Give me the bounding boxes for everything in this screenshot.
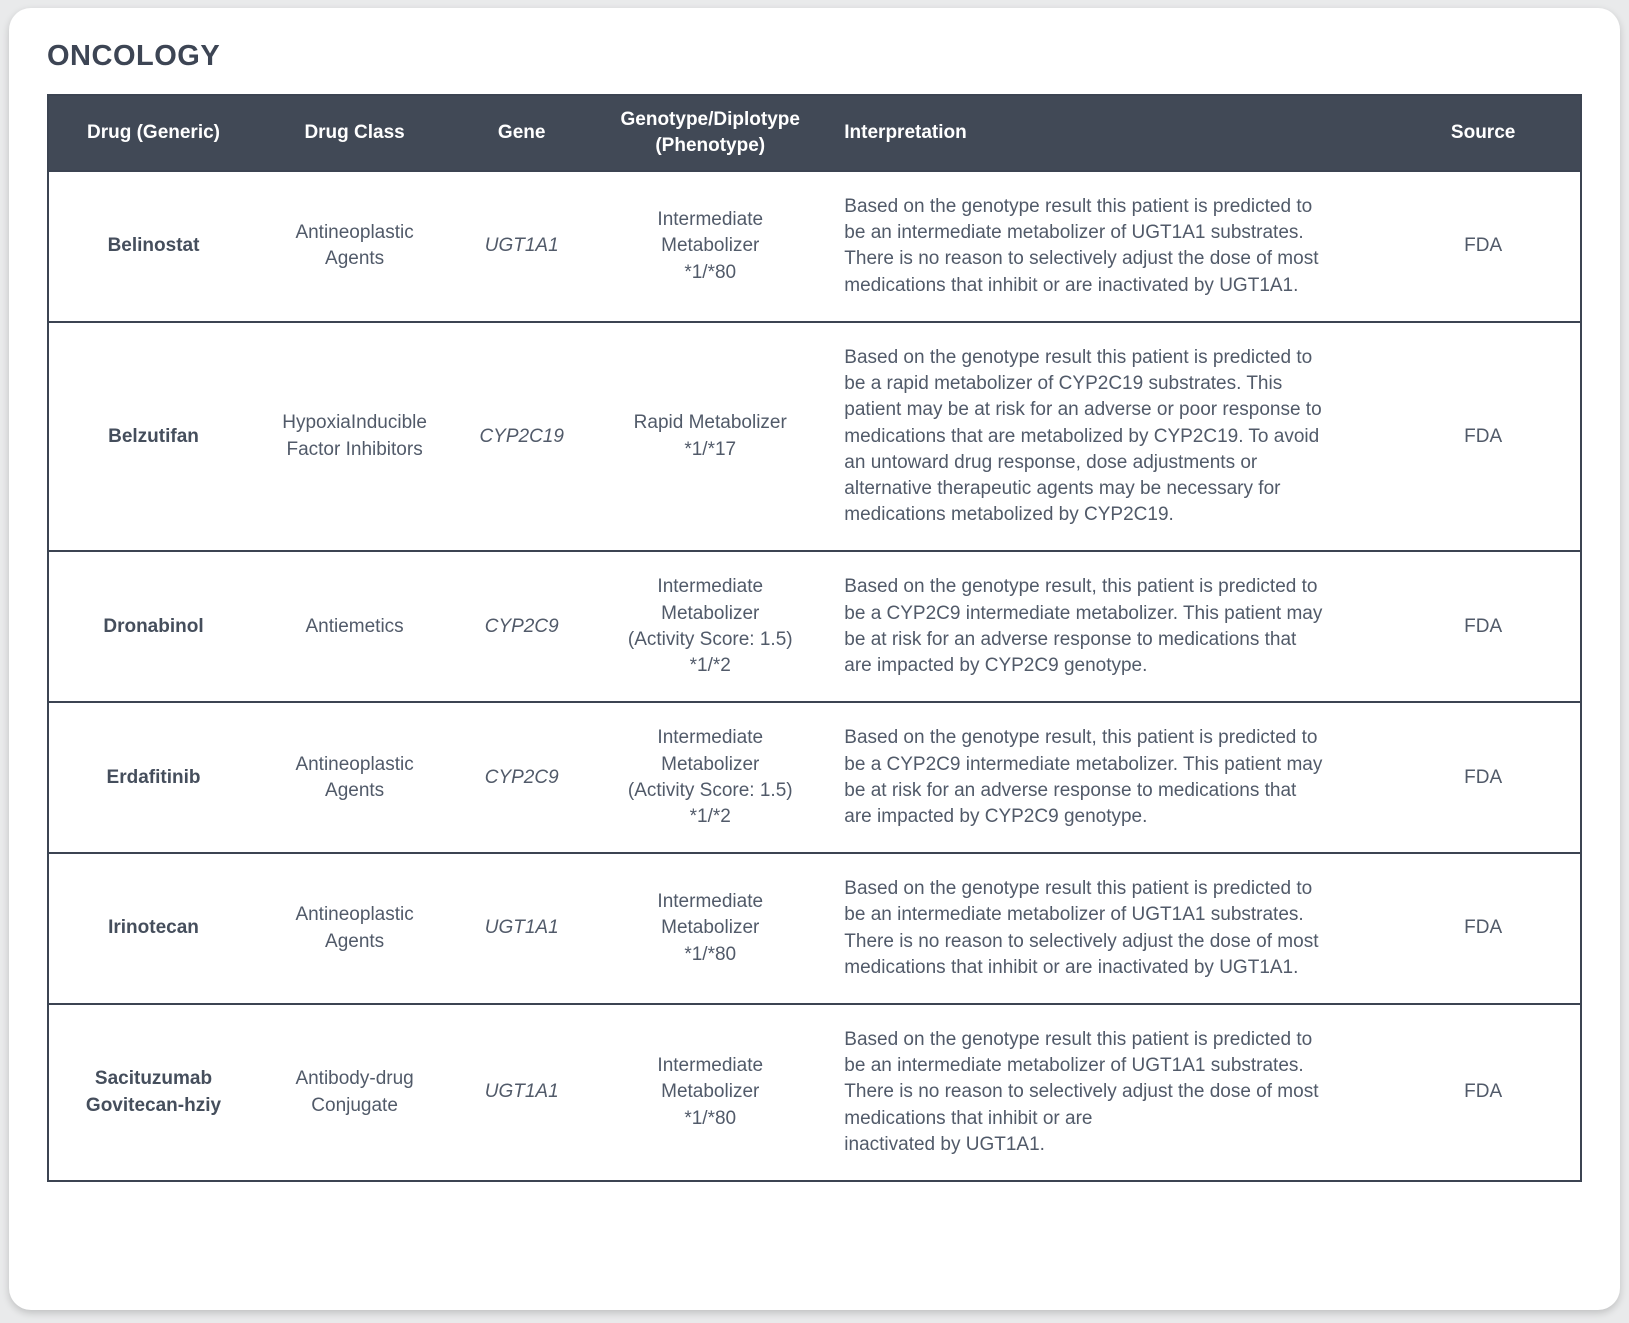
drug-name-cell: Irinotecan [108, 917, 199, 939]
drug-name-cell: Sacituzumab Govitecan-hziy [85, 1068, 222, 1116]
source-cell: FDA [1464, 1081, 1503, 1103]
interpretation-cell: Based on the genotype result this patien… [844, 878, 1319, 978]
interpretation-cell: Based on the genotype result, this patie… [844, 576, 1323, 677]
gene-cell: UGT1A1 [484, 1081, 559, 1103]
source-cell: FDA [1464, 615, 1503, 637]
table-header-row: Drug (Generic) Drug Class Gene Genotype/… [48, 95, 1581, 171]
table-header: Drug (Generic) Drug Class Gene Genotype/… [48, 95, 1581, 171]
table-row: Sacituzumab Govitecan-hziy Antibody-drug… [48, 1004, 1581, 1181]
drug-class-cell: Antineoplastic Agents [295, 904, 414, 952]
drug-class-cell: Antiemetics [305, 615, 404, 637]
drug-name-cell: Erdafitinib [106, 766, 201, 788]
drug-name-cell: Belinostat [107, 235, 200, 257]
genotype-cell: Rapid Metabolizer *1/*17 [633, 412, 787, 460]
genotype-cell: Intermediate Metabolizer (Activity Score… [627, 727, 793, 827]
column-header-source: Source [1386, 95, 1581, 171]
drug-class-cell: HypoxiaInducible Factor Inhibitors [282, 412, 427, 460]
interpretation-cell: Based on the genotype result this patien… [844, 1029, 1319, 1155]
table-row: Belinostat Antineoplastic Agents UGT1A1 … [48, 171, 1581, 322]
source-cell: FDA [1464, 235, 1503, 257]
table-row: Irinotecan Antineoplastic Agents UGT1A1 … [48, 853, 1581, 1004]
page-title: ONCOLOGY [47, 40, 221, 72]
source-cell: FDA [1464, 917, 1503, 939]
drug-name-cell: Belzutifan [108, 425, 199, 447]
column-header-drug-generic: Drug (Generic) [48, 95, 259, 171]
report-card: ONCOLOGY Drug (Generic) Drug Class Gene … [9, 8, 1620, 1310]
genotype-cell: Intermediate Metabolizer *1/*80 [657, 891, 764, 965]
gene-cell: CYP2C9 [484, 766, 559, 788]
source-cell: FDA [1464, 766, 1503, 788]
table-row: Dronabinol Antiemetics CYP2C9 Intermedia… [48, 551, 1581, 702]
drug-class-cell: Antineoplastic Agents [295, 222, 414, 270]
genotype-cell: Intermediate Metabolizer *1/*80 [657, 209, 764, 283]
interpretation-cell: Based on the genotype result, this patie… [844, 727, 1323, 827]
column-header-genotype: Genotype/Diplotype (Phenotype) [592, 95, 829, 171]
table-body: Belinostat Antineoplastic Agents UGT1A1 … [48, 171, 1581, 1181]
column-header-drug-class: Drug Class [258, 95, 452, 171]
drug-class-cell: Antineoplastic Agents [295, 753, 414, 801]
source-cell: FDA [1464, 425, 1503, 447]
gene-cell: CYP2C9 [484, 615, 559, 637]
interpretation-cell: Based on the genotype result this patien… [844, 196, 1319, 296]
genotype-cell: Intermediate Metabolizer (Activity Score… [627, 576, 793, 677]
interpretation-cell: Based on the genotype result this patien… [844, 346, 1322, 526]
gene-cell: CYP2C19 [479, 425, 564, 447]
table-row: Erdafitinib Antineoplastic Agents CYP2C9… [48, 702, 1581, 853]
gene-cell: UGT1A1 [484, 235, 559, 257]
column-header-interpretation: Interpretation [828, 95, 1387, 171]
gene-cell: UGT1A1 [484, 917, 559, 939]
drug-class-cell: Antibody-drug Conjugate [295, 1068, 414, 1116]
oncology-table: Drug (Generic) Drug Class Gene Genotype/… [47, 94, 1582, 1183]
genotype-cell: Intermediate Metabolizer *1/*80 [657, 1055, 764, 1129]
drug-name-cell: Dronabinol [103, 615, 204, 637]
column-header-gene: Gene [451, 95, 593, 171]
table-row: Belzutifan HypoxiaInducible Factor Inhib… [48, 321, 1581, 552]
